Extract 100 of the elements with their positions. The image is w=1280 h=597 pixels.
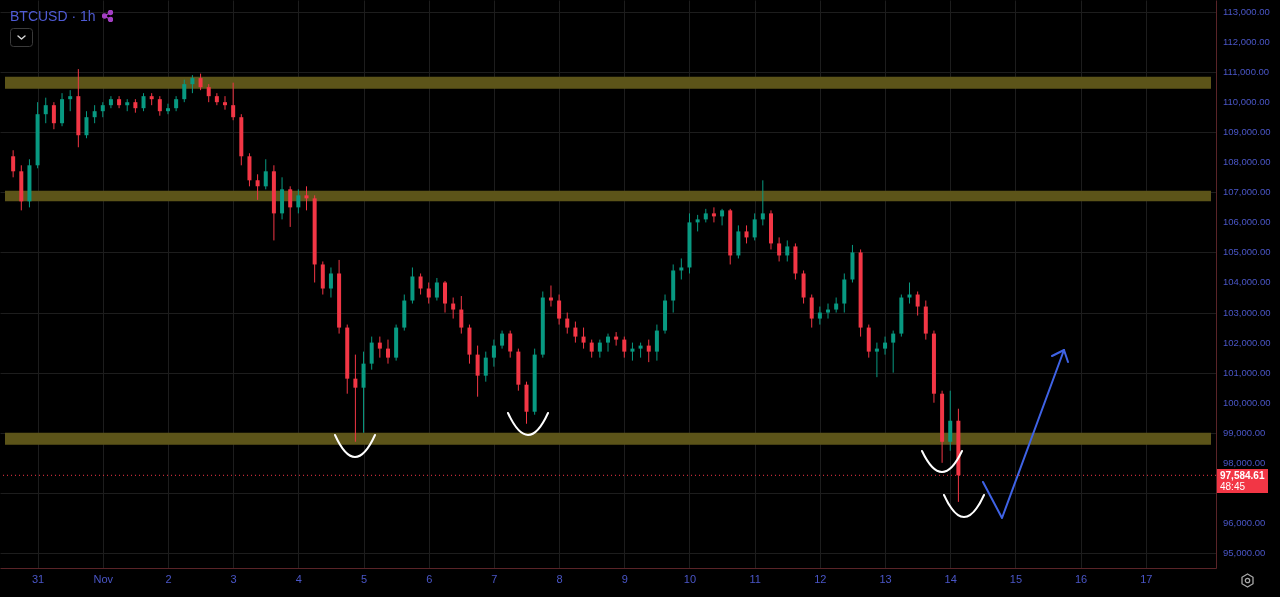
y-tick-label: 106,000.00 — [1223, 216, 1271, 228]
candlestick — [809, 294, 814, 329]
candlestick — [500, 330, 505, 350]
candlestick — [777, 236, 782, 262]
candlestick — [606, 333, 610, 353]
x-tick-label: 17 — [1140, 572, 1153, 585]
x-tick-label: 31 — [31, 572, 45, 585]
candlestick — [141, 92, 146, 112]
candlestick — [508, 330, 513, 359]
y-tick-label: 105,000.00 — [1223, 246, 1271, 258]
candlestick — [385, 339, 390, 365]
candlestick — [43, 97, 48, 124]
candlestick — [190, 74, 195, 94]
candlestick — [817, 306, 822, 326]
x-tick-label: 10 — [683, 572, 697, 585]
x-tick-label: 2 — [165, 572, 172, 585]
candlestick — [744, 224, 749, 244]
candlestick — [614, 331, 619, 347]
candlestick — [711, 206, 716, 223]
candlestick — [630, 342, 635, 362]
y-tick-label: 109,000.00 — [1223, 126, 1271, 138]
candlestick — [117, 95, 122, 109]
candlestick — [182, 79, 187, 103]
y-tick-label: 95,000.00 — [1223, 546, 1266, 558]
candlestick — [948, 390, 953, 452]
candlestick — [752, 212, 757, 241]
candlestick — [231, 82, 236, 121]
x-tick-label: 4 — [295, 572, 302, 585]
candlestick — [826, 303, 831, 320]
candlestick — [443, 280, 448, 314]
candlestick — [223, 95, 228, 111]
candlestick — [68, 89, 73, 112]
candlestick — [646, 339, 651, 363]
candlestick — [915, 291, 920, 317]
candlestick — [418, 272, 423, 296]
candlestick — [255, 173, 260, 201]
candlestick — [491, 339, 496, 368]
candlestick — [214, 92, 219, 106]
x-tick-label: 8 — [556, 572, 563, 585]
candlestick — [51, 101, 56, 130]
x-tick-label: 5 — [360, 572, 368, 585]
candlestick — [328, 266, 333, 299]
text: BTCUSD · 1h — [10, 7, 96, 25]
y-tick-label: 113,000.00 — [1223, 6, 1270, 18]
candlestick — [11, 149, 16, 178]
candlestick — [451, 297, 456, 320]
y-tick-label: 99,000.00 — [1223, 426, 1266, 438]
candlestick — [548, 285, 553, 308]
candlestick — [459, 295, 464, 335]
x-tick-label: 15 — [1009, 572, 1023, 585]
candlestick — [206, 83, 211, 103]
candlestick — [573, 321, 578, 344]
candlestick — [369, 336, 374, 371]
y-tick-label: 103,000.00 — [1223, 306, 1271, 318]
candlestick — [891, 330, 896, 374]
candlestick — [622, 336, 627, 359]
candlestick — [907, 282, 912, 305]
candlestick — [165, 103, 170, 115]
candlestick — [589, 339, 594, 359]
y-tick-label: 112,000.00 — [1223, 36, 1270, 48]
candlestick — [84, 110, 89, 139]
candlestick — [426, 282, 431, 305]
x-tick-label: 6 — [426, 572, 433, 585]
candlestick — [720, 208, 725, 226]
candlestick — [679, 257, 684, 280]
candlestick — [92, 104, 97, 124]
candlestick — [288, 185, 293, 228]
candlestick — [377, 336, 382, 359]
x-tick-label: 13 — [879, 572, 892, 585]
candlestick — [597, 339, 602, 359]
candlestick — [157, 95, 162, 117]
candlestick — [654, 324, 659, 362]
candlestick — [434, 277, 439, 302]
y-tick-label: 96,000.00 — [1223, 516, 1266, 528]
y-tick-label: 107,000.00 — [1223, 186, 1271, 198]
x-tick-label: 9 — [621, 572, 628, 585]
ref-line-label: 97,584.61 — [1220, 469, 1265, 481]
candlestick — [883, 336, 888, 356]
y-tick-label: 104,000.00 — [1223, 276, 1271, 288]
y-tick-label: 100,000.00 — [1223, 396, 1271, 408]
candlestick — [108, 95, 113, 109]
x-tick-label: 14 — [944, 572, 957, 585]
y-tick-label: 111,000.00 — [1223, 66, 1270, 78]
y-tick-label: 98,000.00 — [1223, 456, 1266, 468]
candlestick — [483, 351, 488, 383]
candlestick — [475, 345, 480, 398]
candlestick — [304, 185, 309, 211]
y-tick-label: 102,000.00 — [1223, 336, 1271, 348]
x-tick-label: Nov — [93, 572, 114, 585]
x-tick-label: 7 — [491, 572, 498, 585]
y-tick-label: 108,000.00 — [1223, 156, 1271, 168]
x-tick-label: 3 — [230, 572, 237, 585]
candlestick — [581, 327, 586, 350]
candlestick — [263, 158, 268, 190]
candlestick — [874, 342, 879, 378]
candlestick — [353, 354, 358, 443]
candlestick — [557, 294, 562, 326]
x-tick-label: 16 — [1075, 572, 1088, 585]
candlestick — [565, 312, 570, 335]
candlestick — [760, 179, 765, 226]
